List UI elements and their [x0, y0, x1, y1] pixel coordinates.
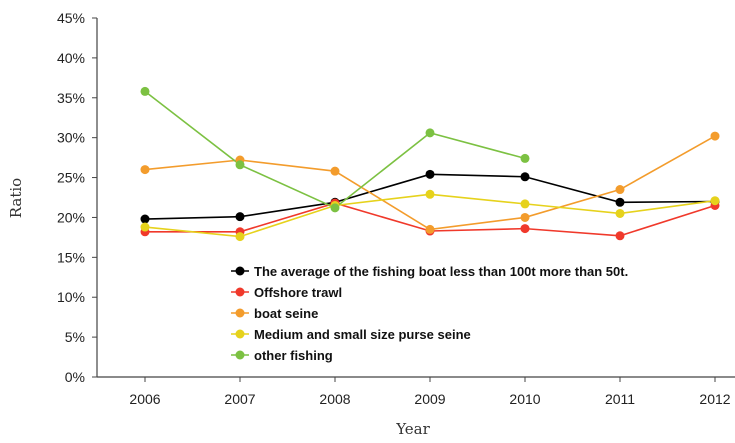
y-axis-ticks: 0% 5% 10% 15% 20% 25% 30% 35% 40% 45%	[57, 10, 97, 385]
x-tick-label: 2006	[129, 391, 160, 407]
y-tick-label: 25%	[57, 170, 85, 186]
x-axis-label: Year	[395, 420, 430, 438]
legend-marker	[235, 350, 245, 360]
data-point	[235, 160, 245, 170]
y-tick-label: 15%	[57, 249, 85, 265]
legend: The average of the fishing boat less tha…	[231, 264, 628, 363]
data-point	[425, 128, 435, 138]
y-tick-label: 5%	[65, 329, 85, 345]
y-tick-label: 0%	[65, 369, 85, 385]
data-point	[140, 165, 150, 175]
data-point	[235, 212, 245, 222]
y-axis-label: Ratio	[7, 178, 25, 218]
y-tick-label: 45%	[57, 10, 85, 26]
data-point	[520, 153, 530, 163]
legend-marker	[235, 287, 245, 297]
x-tick-label: 2011	[605, 391, 635, 407]
data-point	[710, 131, 720, 141]
x-tick-label: 2012	[699, 391, 730, 407]
x-tick-label: 2008	[319, 391, 350, 407]
y-tick-label: 35%	[57, 90, 85, 106]
data-point	[615, 231, 625, 241]
data-point	[140, 222, 150, 232]
data-point	[425, 169, 435, 179]
data-point	[615, 185, 625, 195]
data-point	[425, 189, 435, 199]
data-point	[615, 208, 625, 218]
data-point	[615, 197, 625, 207]
data-point	[520, 172, 530, 182]
legend-marker	[235, 266, 245, 276]
plot-frame	[96, 18, 735, 378]
legend-marker	[235, 329, 245, 339]
series-line	[144, 135, 716, 231]
legend-label: other fishing	[254, 348, 333, 363]
series-lines	[144, 90, 716, 238]
legend-label: boat seine	[254, 306, 318, 321]
data-point	[520, 224, 530, 234]
data-point	[710, 196, 720, 206]
data-point	[140, 214, 150, 224]
series-line	[144, 90, 526, 209]
y-tick-label: 10%	[57, 289, 85, 305]
series-points	[140, 86, 720, 242]
legend-label: Medium and small size purse seine	[254, 327, 471, 342]
x-axis-ticks: 2006 2007 2008 2009 2010 2011 2012	[129, 377, 731, 407]
data-point	[330, 203, 340, 213]
x-tick-label: 2007	[224, 391, 255, 407]
data-point	[140, 86, 150, 96]
legend-marker	[235, 308, 245, 318]
data-point	[425, 224, 435, 234]
legend-label: Offshore trawl	[254, 285, 342, 300]
y-tick-label: 30%	[57, 130, 85, 146]
y-tick-label: 40%	[57, 50, 85, 66]
y-tick-label: 20%	[57, 209, 85, 225]
data-point	[235, 232, 245, 242]
x-tick-label: 2009	[414, 391, 445, 407]
legend-label: The average of the fishing boat less tha…	[254, 264, 628, 279]
data-point	[520, 212, 530, 222]
data-point	[330, 166, 340, 176]
data-point	[520, 199, 530, 209]
x-tick-label: 2010	[509, 391, 540, 407]
